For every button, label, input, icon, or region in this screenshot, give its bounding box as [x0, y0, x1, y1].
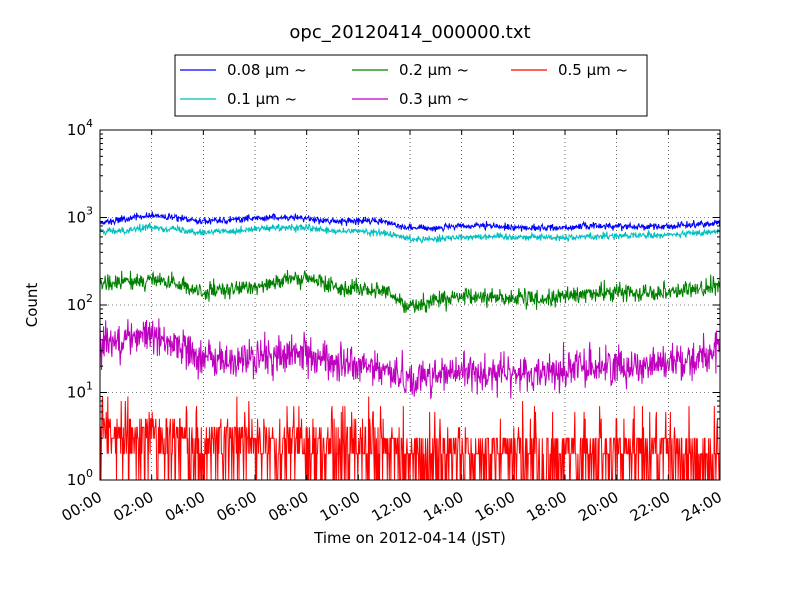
series-line: [100, 396, 720, 480]
legend-label: 0.2 μm ~: [399, 61, 469, 79]
y-tick-label: 102: [67, 292, 93, 314]
legend-box: [174, 54, 648, 117]
x-axis-label: Time on 2012-04-14 (JST): [313, 529, 506, 547]
series-line: [100, 222, 720, 245]
series-line: [100, 318, 720, 400]
axis-ticks: [99, 129, 721, 481]
legend: 0.08 μm ~ 0.1 μm ~ 0.2 μm ~ 0.3 μm ~ 0.5 μm …: [174, 54, 648, 117]
y-tick-label: 100: [67, 467, 93, 489]
legend-label: 0.08 μm ~: [227, 61, 307, 79]
grid-lines: [100, 130, 720, 480]
plot-area: [100, 211, 720, 480]
legend-label: 0.5 μm ~: [558, 61, 628, 79]
y-tick-label: 101: [67, 380, 93, 402]
y-tick-label: 104: [67, 117, 93, 139]
y-tick-label: 103: [67, 205, 93, 227]
y-axis-label: Count: [23, 283, 41, 328]
series-line: [100, 211, 720, 233]
legend-label: 0.1 μm ~: [227, 90, 297, 108]
y-tick-labels: 100 101 102 103 104: [67, 117, 93, 489]
series-line: [100, 269, 720, 314]
chart-title: opc_20120414_000000.txt: [289, 22, 530, 43]
legend-label: 0.3 μm ~: [399, 90, 469, 108]
